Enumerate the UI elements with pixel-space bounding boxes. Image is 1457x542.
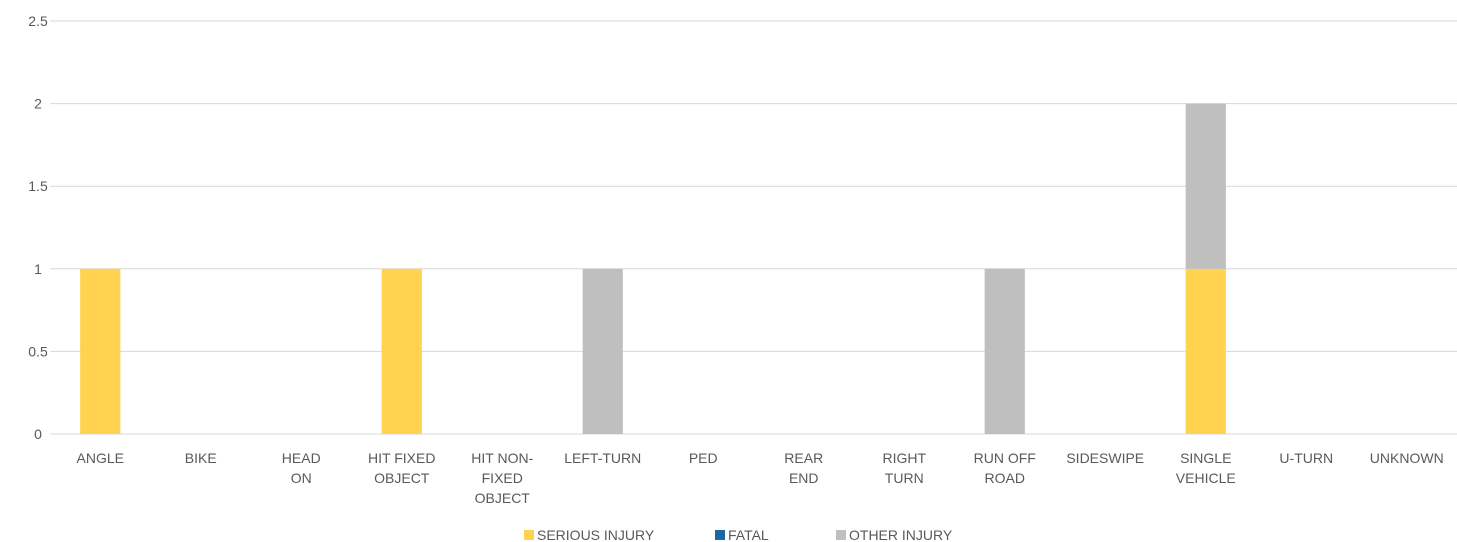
x-tick-label: BIKE	[185, 450, 217, 466]
x-tick-label: SIDESWIPE	[1066, 450, 1144, 466]
bar-serious-injury	[80, 268, 121, 434]
legend-swatch	[836, 530, 846, 540]
x-tick-label: RUN OFF	[974, 450, 1036, 466]
y-tick-label: 1.5	[28, 178, 48, 194]
x-tick-label: FIXED	[482, 470, 523, 486]
x-tick-label: HIT FIXED	[368, 450, 435, 466]
x-tick-label: HIT NON-	[471, 450, 533, 466]
y-axis-tick-labels: 0 0.5 1 1.5 2 2.5	[28, 13, 48, 442]
x-tick-label: U-TURN	[1279, 450, 1333, 466]
x-tick-label: END	[789, 470, 819, 486]
x-tick-label: RIGHT	[882, 450, 926, 466]
legend-swatch	[524, 530, 534, 540]
y-tick-label: 2.5	[28, 13, 48, 29]
y-tick-label: 1	[34, 261, 42, 277]
x-tick-label: VEHICLE	[1176, 470, 1236, 486]
x-tick-label: ROAD	[985, 470, 1025, 486]
x-tick-label: UNKNOWN	[1370, 450, 1444, 466]
bar-marks	[80, 103, 1226, 434]
legend-label: OTHER INJURY	[849, 527, 953, 542]
y-tick-label: 2	[34, 96, 42, 112]
x-tick-label: HEAD	[282, 450, 321, 466]
legend: SERIOUS INJURY FATAL OTHER INJURY	[524, 527, 953, 542]
bar-other-injury	[1185, 103, 1226, 269]
gridlines	[50, 20, 1457, 435]
bar-other-injury	[984, 268, 1025, 434]
y-tick-label: 0	[34, 426, 42, 442]
x-tick-label: OBJECT	[374, 470, 430, 486]
x-tick-label: LEFT-TURN	[564, 450, 641, 466]
x-tick-label: ANGLE	[77, 450, 124, 466]
x-tick-label: OBJECT	[475, 490, 531, 506]
bar-other-injury	[582, 268, 623, 434]
y-tick-label: 0.5	[28, 343, 48, 359]
x-tick-label: REAR	[784, 450, 823, 466]
legend-label: SERIOUS INJURY	[537, 527, 655, 542]
legend-label: FATAL	[728, 527, 769, 542]
x-axis-tick-labels: ANGLE BIKE HEAD ON HIT FIXED OBJECT HIT NON- FI…	[77, 450, 1444, 506]
bar-serious-injury	[1185, 268, 1226, 434]
x-tick-label: ON	[291, 470, 312, 486]
x-tick-label: TURN	[885, 470, 924, 486]
x-tick-label: SINGLE	[1180, 450, 1231, 466]
legend-swatch	[715, 530, 725, 540]
bar-serious-injury	[381, 268, 422, 434]
x-tick-label: PED	[689, 450, 718, 466]
